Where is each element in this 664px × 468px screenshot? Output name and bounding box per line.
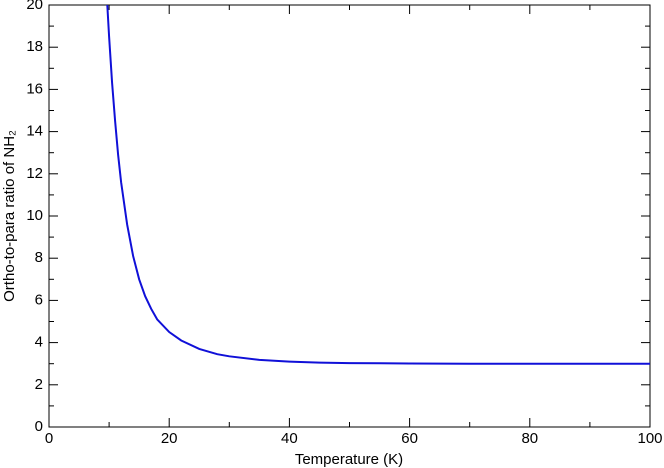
y-tick-label: 18 xyxy=(26,38,43,55)
y-tick-label: 20 xyxy=(26,0,43,13)
y-tick-label: 14 xyxy=(26,123,43,140)
x-tick-label: 40 xyxy=(281,430,298,447)
y-tick-label: 0 xyxy=(35,418,43,435)
y-tick-label: 16 xyxy=(26,80,43,97)
y-tick-label: 12 xyxy=(26,165,43,182)
y-axis-label: Ortho-to-para ratio of NH₂ xyxy=(1,130,18,302)
x-axis-label: Temperature (K) xyxy=(295,451,403,468)
x-tick-label: 60 xyxy=(401,430,418,447)
y-tick-label: 10 xyxy=(26,207,43,224)
plot-frame xyxy=(48,4,651,428)
x-tick-label: 20 xyxy=(161,430,178,447)
x-tick-label: 0 xyxy=(45,430,53,447)
x-tick-label: 100 xyxy=(637,430,662,447)
y-tick-label: 6 xyxy=(35,291,43,308)
x-tick-label: 80 xyxy=(521,430,538,447)
y-tick-label: 4 xyxy=(35,334,43,351)
y-tick-label: 8 xyxy=(35,249,43,266)
y-tick-label: 2 xyxy=(35,376,43,393)
data-line xyxy=(106,4,650,365)
